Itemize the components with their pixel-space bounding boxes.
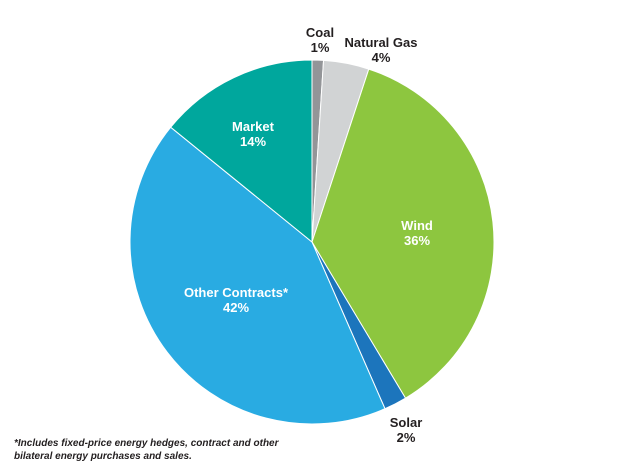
pie-slices [129, 59, 495, 425]
slice-label-coal: Coal [306, 25, 334, 40]
pie-slice-other-contracts [129, 126, 386, 425]
slice-value-wind: 36% [404, 233, 430, 248]
slice-label-solar: Solar [390, 415, 423, 430]
slice-value-solar: 2% [397, 430, 416, 445]
slice-value-other-contracts: 42% [223, 300, 249, 315]
slice-label-other-contracts: Other Contracts* [184, 285, 289, 300]
footnote: *Includes fixed-price energy hedges, con… [14, 438, 279, 462]
pie-slice-market [170, 59, 313, 244]
slice-value-coal: 1% [311, 40, 330, 55]
slice-value-natural-gas: 4% [372, 50, 391, 65]
pie-slice-wind [311, 68, 495, 399]
slice-label-natural-gas: Natural Gas [345, 35, 418, 50]
slice-label-wind: Wind [401, 218, 433, 233]
slice-label-market: Market [232, 119, 275, 134]
slice-value-market: 14% [240, 134, 266, 149]
